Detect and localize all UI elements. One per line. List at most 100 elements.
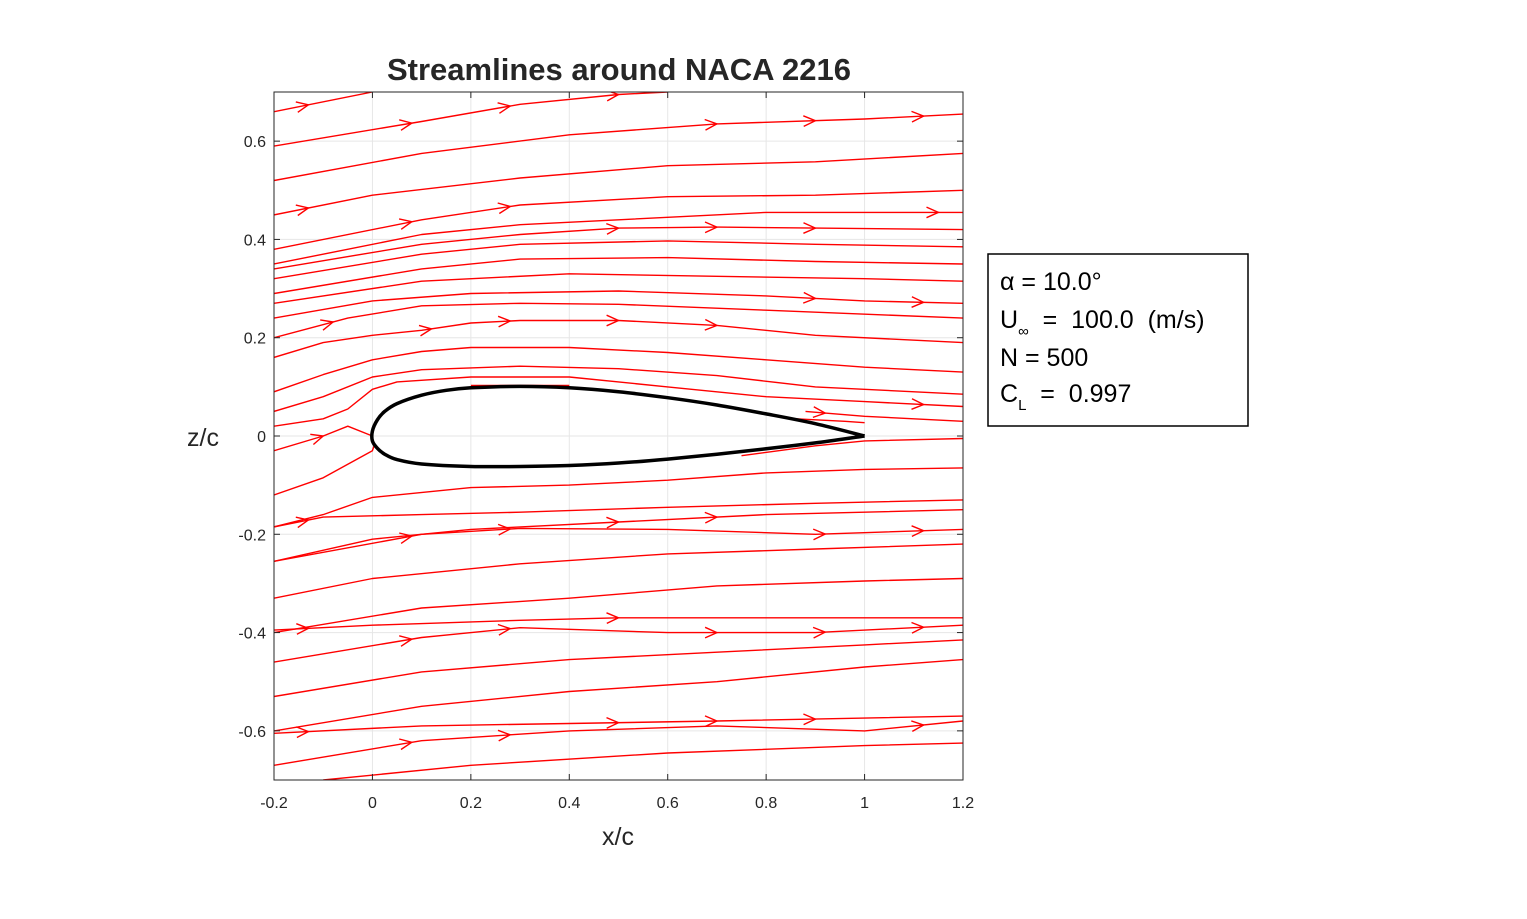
streamline xyxy=(274,319,963,359)
streamline xyxy=(274,152,963,216)
info-box: α = 10.0° U∞ = 100.0 (m/s) N = 500 CL = … xyxy=(987,253,1249,427)
streamline-arrow xyxy=(606,222,621,235)
streamline xyxy=(274,425,373,452)
plot-area: -0.2 0 0.2 0.4 0.6 0.8 1 1.2 -0.6 -0.4 -0.2 0 0.2 0.4… xyxy=(238,91,974,812)
streamline xyxy=(274,639,963,698)
x-tick-label: 0.6 xyxy=(657,795,679,812)
streamline-arrow xyxy=(803,222,818,234)
streamline xyxy=(274,92,668,147)
chart-title: Streamlines around NACA 2216 xyxy=(387,52,851,87)
streamline xyxy=(274,617,963,631)
x-tick-label: 0.2 xyxy=(460,795,482,812)
streamline-arrow xyxy=(911,525,926,538)
streamline xyxy=(274,624,963,663)
streamline-arrow xyxy=(704,511,719,524)
streamline-arrow xyxy=(606,516,621,529)
x-tick-label: -0.2 xyxy=(260,795,288,812)
streamline xyxy=(274,720,963,766)
info-alpha: α = 10.0° xyxy=(1000,268,1102,296)
x-tick-label: 1.2 xyxy=(952,795,974,812)
streamline xyxy=(274,577,963,634)
y-tick-label: 0.6 xyxy=(244,134,266,151)
info-freestream: U∞ = 100.0 (m/s) xyxy=(1000,306,1205,340)
streamline-arrow xyxy=(296,623,311,635)
streamline-arrow xyxy=(802,291,818,304)
streamline xyxy=(741,437,963,457)
info-lift: CL = 0.997 xyxy=(1000,380,1131,414)
streamline-arrow xyxy=(606,716,621,729)
streamline xyxy=(274,92,373,113)
streamline-arrow xyxy=(398,218,414,230)
streamline-arrow xyxy=(497,623,512,636)
streamline xyxy=(274,211,963,265)
x-tick-label: 0.4 xyxy=(558,795,580,812)
y-tick-label: 0 xyxy=(257,429,266,446)
x-tick-label: 0.8 xyxy=(755,795,777,812)
streamline-arrow xyxy=(911,398,926,410)
streamline-arrow xyxy=(911,621,926,634)
streamline-arrow xyxy=(812,626,827,639)
streamline xyxy=(274,346,963,393)
streamline-arrow xyxy=(606,92,621,102)
streamline xyxy=(274,240,963,280)
streamline xyxy=(274,543,963,599)
streamline xyxy=(274,113,963,182)
streamline-arrow xyxy=(497,523,512,536)
streamline-arrow xyxy=(704,626,719,639)
streamline xyxy=(274,658,963,732)
streamline xyxy=(323,742,963,780)
streamline-arrow xyxy=(812,528,827,541)
streamline-arrow xyxy=(803,713,818,726)
streamline-arrow xyxy=(911,296,926,308)
streamline-arrow xyxy=(320,319,335,331)
streamline xyxy=(274,467,963,528)
y-tick-label: -0.6 xyxy=(238,724,266,741)
info-box-frame xyxy=(987,253,1249,427)
streamline-arrow xyxy=(295,204,311,217)
axis-ticks: -0.2 0 0.2 0.4 0.6 0.8 1 1.2 -0.6 -0.4 -0.2 0 0.2 0.4… xyxy=(238,92,974,812)
streamline-arrow xyxy=(295,101,311,113)
streamline-arrow xyxy=(497,729,512,742)
streamline-arrow xyxy=(911,110,926,123)
streamline xyxy=(274,715,963,734)
y-tick-label: 0.4 xyxy=(244,232,266,249)
airfoil-group xyxy=(370,384,866,469)
streamline xyxy=(274,509,963,562)
y-tick-label: 0.2 xyxy=(244,331,266,348)
streamline-arrow xyxy=(497,315,512,328)
streamline xyxy=(274,256,963,295)
y-tick-label: -0.4 xyxy=(238,626,266,643)
x-axis-label: x/c xyxy=(602,823,634,851)
streamline-arrow xyxy=(399,738,414,751)
streamline xyxy=(274,499,963,528)
airfoil-outline xyxy=(370,384,866,469)
streamline-arrow xyxy=(418,324,434,337)
y-axis-label: z/c xyxy=(187,424,219,452)
streamline-arrow xyxy=(399,635,414,647)
streamline-arrow xyxy=(399,532,414,544)
streamline-arrow xyxy=(310,433,325,446)
x-tick-label: 0 xyxy=(368,795,377,812)
streamline-arrow xyxy=(803,115,818,128)
streamline-arrow xyxy=(296,726,311,739)
streamline-arrow xyxy=(704,318,719,331)
streamline-arrow xyxy=(704,715,719,728)
streamline xyxy=(274,443,376,496)
streamline xyxy=(274,189,963,250)
streamline-arrow xyxy=(497,202,512,215)
streamline xyxy=(274,273,963,304)
streamline xyxy=(274,290,963,319)
streamline-arrow xyxy=(606,612,621,625)
streamline-arrow xyxy=(399,119,414,131)
x-tick-label: 1 xyxy=(860,795,869,812)
streamline-arrow xyxy=(497,102,512,114)
streamline-arrow xyxy=(295,516,311,529)
streamline xyxy=(795,418,865,424)
streamline xyxy=(274,376,963,427)
streamline-arrow xyxy=(926,206,941,219)
streamlines xyxy=(274,92,963,780)
streamline-arrow xyxy=(704,118,719,131)
streamline-arrow xyxy=(911,720,926,733)
streamline xyxy=(274,302,963,339)
